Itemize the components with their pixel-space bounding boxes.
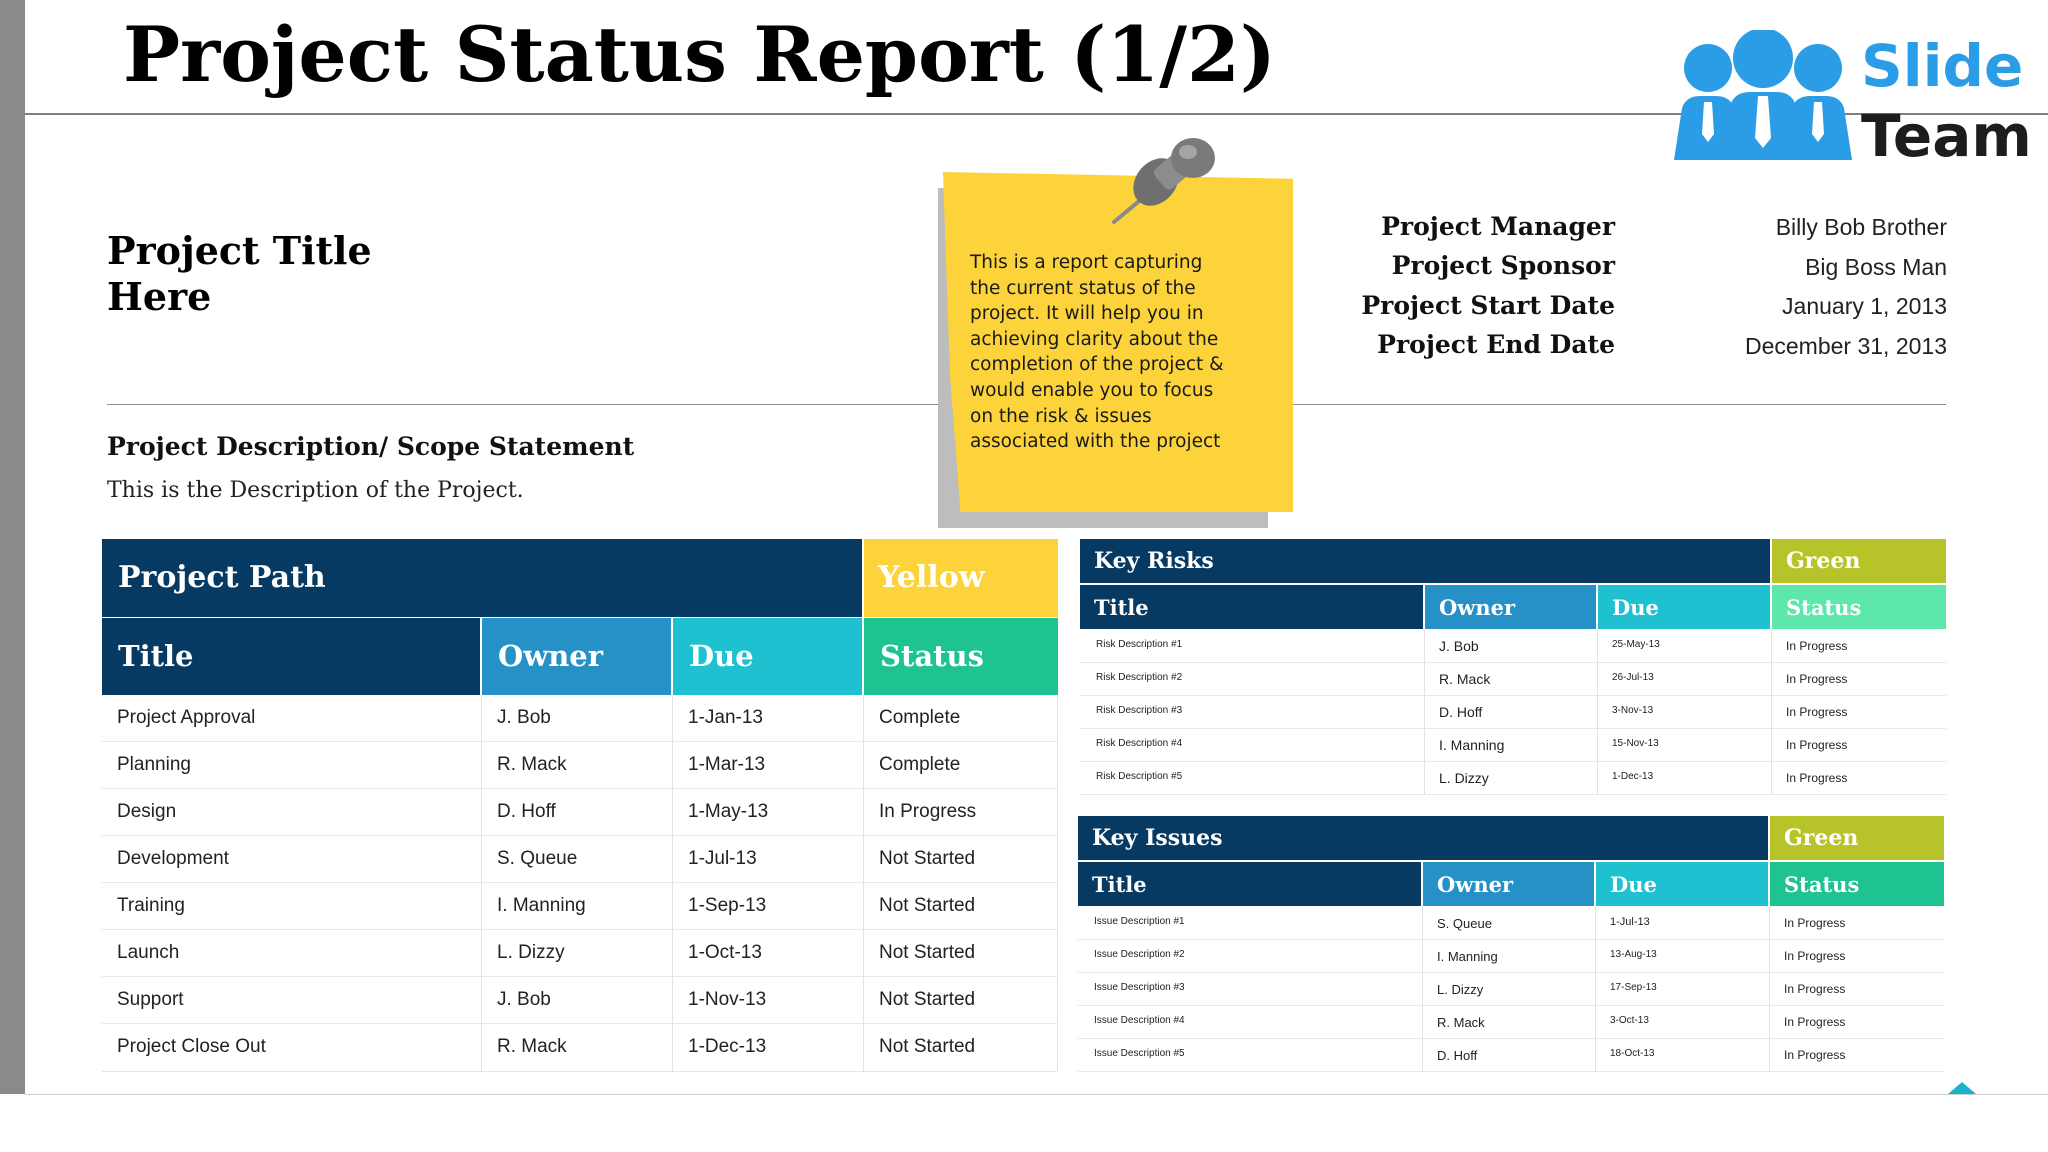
footer-divider: [25, 1094, 2048, 1095]
column-header-due: Due: [1596, 862, 1768, 906]
column-divider: [1595, 906, 1596, 1072]
description-text: This is the Description of the Project.: [107, 478, 524, 503]
table-row: Development S. Queue 1-Jul-13 Not Starte…: [102, 836, 1058, 883]
column-divider: [1422, 906, 1423, 1072]
column-divider: [863, 695, 864, 1072]
column-divider: [1771, 629, 1772, 795]
table-row: Support J. Bob 1-Nov-13 Not Started: [102, 977, 1058, 1024]
column-header-title: Title: [1078, 862, 1421, 906]
key-risks-title: Key Risks: [1094, 548, 1214, 574]
corner-triangle-icon: [1948, 1082, 1976, 1094]
column-header-owner: Owner: [482, 618, 671, 695]
column-header-due: Due: [1598, 585, 1770, 629]
table-row: Risk Description #2 R. Mack 26-Jul-13 In…: [1080, 663, 1946, 696]
column-divider: [1597, 629, 1598, 795]
table-row: Risk Description #4 I. Manning 15-Nov-13…: [1080, 729, 1946, 762]
column-divider: [1424, 629, 1425, 795]
key-risks-header: Key Risks: [1080, 539, 1770, 583]
project-path-status-header: Yellow: [864, 539, 1058, 617]
page-title: Project Status Report (1/2): [123, 10, 1276, 99]
left-accent-bar: [0, 0, 25, 1094]
table-row: Project Close Out R. Mack 1-Dec-13 Not S…: [117, 1036, 976, 1057]
meta-value-sponsor: Big Boss Man: [1805, 254, 1947, 280]
meta-label-end-date: Project End Date: [1377, 330, 1615, 359]
header-divider: [25, 113, 2048, 115]
table-row: Risk Description #3 D. Hoff 3-Nov-13 In …: [1080, 696, 1946, 729]
project-path-status-label: Yellow: [878, 560, 985, 595]
key-issues-status-header: Green: [1770, 816, 1944, 860]
sticky-note: [943, 172, 1293, 512]
project-path-header: Project Path: [102, 539, 862, 617]
table-row: Issue Description #1 S. Queue 1-Jul-13 I…: [1078, 907, 1944, 940]
meta-value-start-date: January 1, 2013: [1782, 293, 1947, 319]
table-row: Issue Description #2 I. Manning 13-Aug-1…: [1078, 940, 1944, 973]
table-row: Risk Description #1 J. Bob 25-May-13 In …: [1080, 630, 1946, 663]
key-risks-status-header: Green: [1772, 539, 1946, 583]
column-divider: [672, 695, 673, 1072]
key-issues-status-label: Green: [1784, 825, 1859, 851]
key-risks-status-label: Green: [1786, 548, 1861, 574]
column-header-title: Title: [102, 618, 480, 695]
table-row: Issue Description #5 D. Hoff 18-Oct-13 I…: [1078, 1039, 1944, 1072]
column-header-owner: Owner: [1425, 585, 1596, 629]
slide-team-logo: Slide Team: [1668, 30, 2032, 170]
column-header-due: Due: [673, 618, 862, 695]
logo-word-team: Team: [1861, 102, 2032, 170]
key-issues-table: Key Issues Green Title Owner Due Status …: [1078, 816, 1944, 1072]
table-row: Risk Description #5 L. Dizzy 1-Dec-13 In…: [1080, 762, 1946, 795]
table-row: Training I. Manning 1-Sep-13 Not Started: [102, 883, 1058, 930]
column-header-status: Status: [864, 618, 1058, 695]
project-path-title: Project Path: [118, 560, 326, 595]
project-title: Project Title Here: [107, 228, 372, 319]
pushpin-icon: [1112, 138, 1215, 224]
key-issues-title: Key Issues: [1092, 825, 1223, 851]
table-row: Issue Description #3 L. Dizzy 17-Sep-13 …: [1078, 973, 1944, 1006]
key-issues-header: Key Issues: [1078, 816, 1768, 860]
description-heading: Project Description/ Scope Statement: [107, 432, 635, 461]
column-header-owner: Owner: [1423, 862, 1594, 906]
key-risks-table: Key Risks Green Title Owner Due Status R…: [1080, 539, 1946, 797]
meta-value-manager: Billy Bob Brother: [1775, 214, 1947, 240]
table-row: Issue Description #4 R. Mack 3-Oct-13 In…: [1078, 1006, 1944, 1039]
meta-label-sponsor: Project Sponsor: [1391, 251, 1615, 280]
column-header-title: Title: [1080, 585, 1423, 629]
table-row: Planning R. Mack 1-Mar-13 Complete: [102, 742, 1058, 789]
meta-label-manager: Project Manager: [1381, 212, 1615, 241]
column-header-status: Status: [1772, 585, 1946, 629]
table-row: Design D. Hoff 1-May-13 In Progress: [102, 789, 1058, 836]
meta-label-start-date: Project Start Date: [1361, 291, 1615, 320]
project-path-table: Project Path Yellow Title Owner Due Stat…: [102, 539, 1058, 1072]
column-divider: [1769, 906, 1770, 1072]
people-group-icon: [1674, 30, 1852, 160]
sticky-note-text: This is a report capturing the current s…: [970, 252, 1224, 453]
column-divider: [481, 695, 482, 1072]
table-row: Project Approval J. Bob 1-Jan-13 Complet…: [102, 695, 1058, 742]
logo-word-slide: Slide: [1861, 32, 2024, 100]
column-header-status: Status: [1770, 862, 1944, 906]
table-row: Launch L. Dizzy 1-Oct-13 Not Started: [102, 930, 1058, 977]
meta-value-end-date: December 31, 2013: [1744, 333, 1947, 359]
